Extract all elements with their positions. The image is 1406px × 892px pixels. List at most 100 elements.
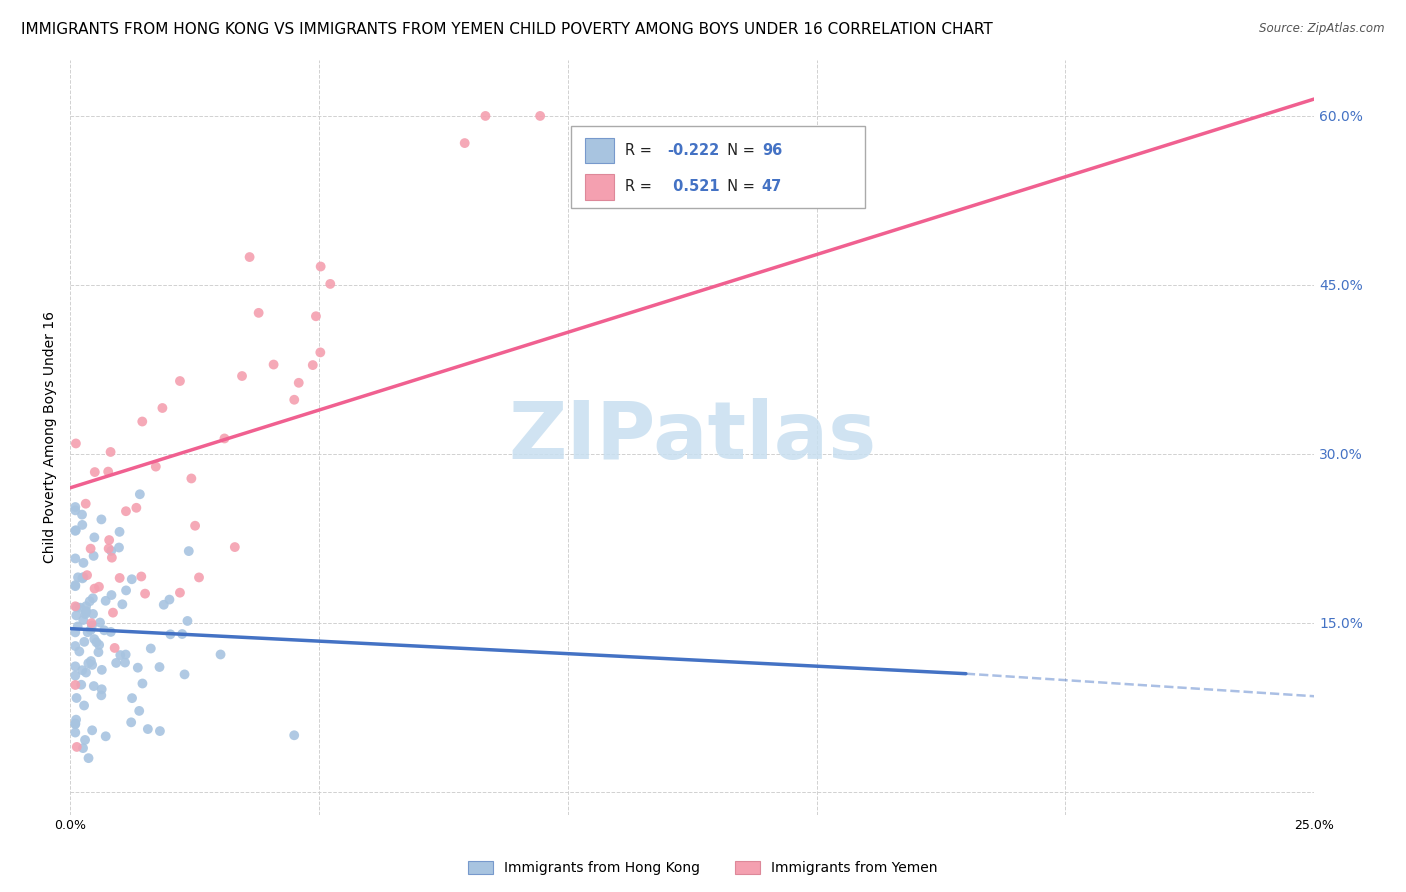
Point: [263, 358, 285, 372]
Point: [94, 729, 117, 743]
Point: [83, 530, 105, 544]
Point: [90, 663, 112, 677]
Point: [65, 668, 87, 682]
Point: [70, 678, 93, 692]
Point: [454, 136, 477, 150]
Point: [83, 679, 105, 693]
Point: [287, 376, 309, 390]
Text: 47: 47: [762, 179, 782, 194]
Text: R =: R =: [626, 143, 657, 158]
Point: [65, 713, 87, 727]
Point: [66, 739, 89, 754]
Point: [90, 689, 112, 703]
Point: [72, 517, 94, 532]
Point: [177, 544, 200, 558]
Point: [129, 569, 152, 583]
Point: [80, 654, 103, 668]
Text: Source: ZipAtlas.com: Source: ZipAtlas.com: [1260, 22, 1385, 36]
Point: [87, 580, 110, 594]
Point: [104, 640, 127, 655]
Point: [100, 588, 122, 602]
Point: [301, 358, 323, 372]
Point: [115, 504, 138, 518]
Point: [82, 607, 104, 621]
Text: -0.222: -0.222: [668, 143, 720, 158]
Point: [87, 645, 110, 659]
Point: [172, 627, 194, 641]
Point: [65, 579, 87, 593]
Point: [247, 306, 270, 320]
Point: [83, 549, 105, 563]
Point: [97, 541, 120, 556]
Point: [65, 659, 87, 673]
Point: [66, 600, 89, 615]
Point: [83, 632, 105, 646]
Point: [90, 512, 112, 526]
Point: [65, 716, 87, 731]
Point: [131, 415, 153, 429]
Point: [89, 615, 111, 630]
Point: [75, 497, 97, 511]
Point: [283, 728, 305, 742]
Point: [77, 657, 100, 671]
Point: [94, 594, 117, 608]
Point: [75, 605, 97, 619]
Text: IMMIGRANTS FROM HONG KONG VS IMMIGRANTS FROM YEMEN CHILD POVERTY AMONG BOYS UNDE: IMMIGRANTS FROM HONG KONG VS IMMIGRANTS …: [21, 22, 993, 37]
Point: [77, 751, 100, 765]
Point: [305, 310, 328, 324]
Point: [309, 260, 332, 274]
Point: [65, 523, 87, 537]
Point: [65, 717, 87, 731]
Point: [111, 597, 134, 611]
Point: [149, 724, 172, 739]
Point: [82, 657, 104, 672]
Point: [159, 592, 181, 607]
Point: [75, 607, 97, 621]
Point: [152, 401, 174, 415]
Text: 96: 96: [762, 143, 782, 158]
Point: [100, 624, 122, 639]
Point: [309, 345, 332, 359]
Point: [105, 656, 128, 670]
Point: [169, 374, 191, 388]
Point: [73, 733, 96, 747]
Point: [319, 277, 342, 291]
Point: [65, 725, 87, 739]
Point: [75, 665, 97, 680]
Point: [73, 635, 96, 649]
Point: [65, 524, 87, 538]
Point: [131, 676, 153, 690]
Point: [283, 392, 305, 407]
Point: [180, 471, 202, 485]
Point: [79, 594, 101, 608]
Point: [101, 550, 124, 565]
Point: [128, 487, 150, 501]
Text: 0.521: 0.521: [668, 179, 720, 194]
Point: [76, 568, 98, 582]
Point: [75, 604, 97, 618]
Point: [65, 639, 87, 653]
Point: [159, 627, 181, 641]
Point: [139, 641, 162, 656]
Point: [114, 656, 136, 670]
Point: [176, 614, 198, 628]
Point: [65, 551, 87, 566]
Text: N =: N =: [718, 143, 759, 158]
Point: [75, 599, 97, 614]
Point: [65, 503, 87, 517]
Point: [72, 613, 94, 627]
Point: [97, 465, 120, 479]
Point: [115, 583, 138, 598]
Point: [184, 518, 207, 533]
Point: [101, 606, 124, 620]
Point: [152, 598, 174, 612]
Text: ZIPatlas: ZIPatlas: [508, 398, 876, 476]
Text: R =: R =: [626, 179, 657, 194]
Legend: Immigrants from Hong Kong, Immigrants from Yemen: Immigrants from Hong Kong, Immigrants fr…: [463, 855, 943, 880]
Point: [79, 541, 101, 556]
Point: [93, 624, 115, 638]
Point: [148, 660, 170, 674]
Point: [83, 465, 105, 479]
Point: [65, 578, 87, 592]
Point: [79, 623, 101, 637]
